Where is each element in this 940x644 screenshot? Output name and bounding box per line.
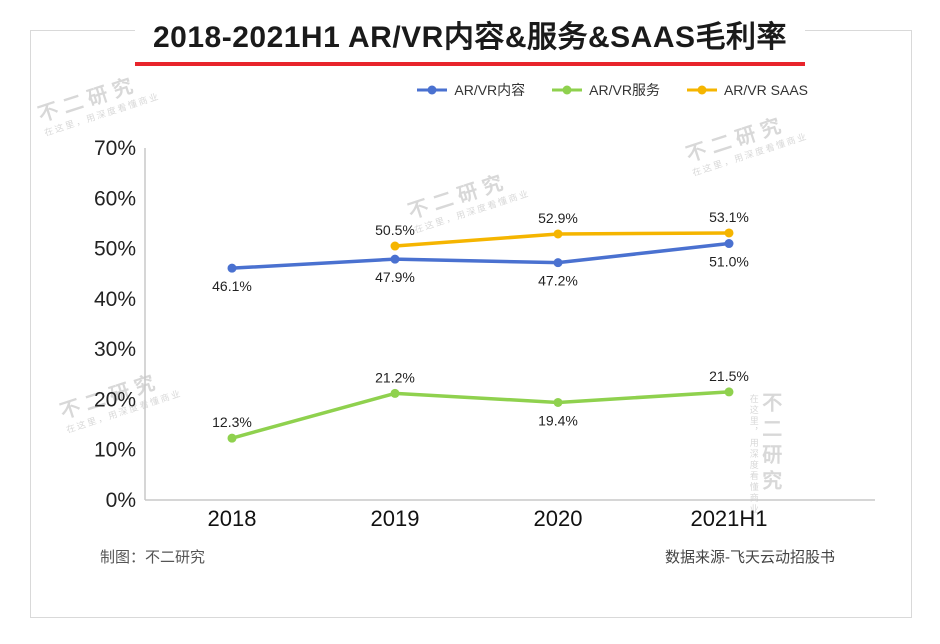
data-label: 21.5% [709, 368, 749, 384]
data-label: 53.1% [709, 209, 749, 225]
legend-label: AR/VR服务 [589, 82, 660, 98]
data-point [390, 388, 400, 398]
footer-credit: 制图：不二研究 [100, 549, 206, 566]
y-axis-label: 10% [94, 439, 136, 462]
x-axis-label: 2018 [208, 506, 257, 531]
legend-item: AR/VR服务 [551, 80, 660, 100]
data-label: 51.0% [709, 254, 749, 270]
legend-marker-icon [417, 85, 448, 95]
data-point [724, 387, 734, 397]
data-point [227, 263, 237, 273]
data-point [553, 258, 563, 268]
data-label: 21.2% [375, 369, 415, 385]
y-axis-label: 50% [94, 238, 136, 261]
x-axis-label: 2020 [534, 506, 583, 531]
data-label: 12.3% [212, 414, 252, 430]
data-label: 50.5% [375, 222, 415, 238]
legend-item: AR/VR内容 [416, 80, 525, 100]
chart: 0% 10% 20% 30% 40% 50% 60% 70% 2018 2019 2020 2021H… [94, 137, 875, 531]
data-point [390, 241, 400, 251]
x-axis-label: 2021H1 [690, 506, 767, 531]
data-point [724, 239, 734, 249]
data-point [390, 254, 400, 264]
legend-item: AR/VR SAAS [686, 82, 808, 98]
data-point [553, 229, 563, 239]
y-axis-label: 30% [94, 338, 136, 361]
x-axis-label: 2019 [371, 506, 420, 531]
y-axis-label: 70% [94, 137, 136, 160]
legend-marker-icon [552, 85, 583, 95]
y-axis-label: 40% [94, 288, 136, 311]
legend-label: AR/VR SAAS [723, 82, 808, 98]
y-axis-label: 60% [94, 187, 136, 210]
y-axis-label: 0% [106, 489, 136, 512]
footer-source: 数据来源-飞天云动招股书 [665, 549, 835, 566]
data-label: 47.2% [538, 273, 578, 289]
legend: AR/VR内容 AR/VR服务 AR/VR SAAS [416, 80, 808, 100]
series-line-0 [230, 241, 731, 270]
data-point [553, 397, 563, 407]
data-point [227, 433, 237, 443]
data-label: 47.9% [375, 269, 415, 285]
title-wrap: 2018-2021H1 AR/VR内容&服务&SAAS毛利率 [0, 12, 940, 66]
y-axis-label: 20% [94, 388, 136, 411]
data-label: 52.9% [538, 210, 578, 226]
legend-label: AR/VR内容 [454, 82, 526, 98]
data-point [724, 228, 734, 238]
data-label: 46.1% [212, 278, 252, 294]
series-line-1 [230, 390, 731, 440]
page-title: 2018-2021H1 AR/VR内容&服务&SAAS毛利率 [134, 12, 806, 66]
legend-marker-icon [686, 85, 717, 95]
data-label: 19.4% [538, 412, 578, 428]
